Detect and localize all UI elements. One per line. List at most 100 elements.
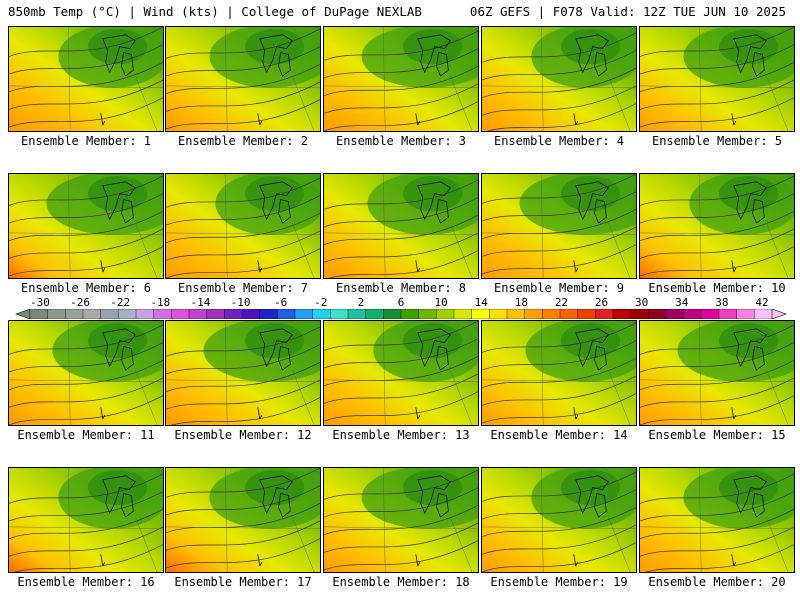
color-scale-tick-label: 34 [675, 296, 689, 309]
color-scale-swatch [224, 309, 243, 319]
color-scale-right-arrow [771, 309, 787, 319]
color-scale-swatch [648, 309, 667, 319]
map-frame [8, 467, 164, 573]
ensemble-member-caption: Ensemble Member: 2 [177, 134, 309, 148]
color-scale-strip [15, 309, 787, 319]
color-scale-swatch [100, 309, 119, 319]
temperature-map [166, 174, 320, 278]
color-scale-swatch [683, 309, 702, 319]
color-scale-swatch [506, 309, 526, 319]
temperature-map [324, 468, 478, 572]
color-scale-swatch [400, 309, 420, 319]
color-scale-swatch [630, 309, 649, 319]
temperature-map [9, 174, 163, 278]
ensemble-member-caption: Ensemble Member: 20 [648, 575, 786, 589]
temperature-map [166, 468, 320, 572]
color-scale-tick-label: 42 [755, 296, 769, 309]
ensemble-member-caption: Ensemble Member: 12 [174, 428, 312, 442]
ensemble-member-caption: Ensemble Member: 1 [20, 134, 152, 148]
map-frame [639, 26, 795, 132]
color-scale-tick-label: 38 [715, 296, 729, 309]
color-scale-swatch [489, 309, 508, 319]
temperature-map [482, 468, 636, 572]
ensemble-member-caption: Ensemble Member: 14 [490, 428, 628, 442]
color-scale-tick-label: -6 [274, 296, 288, 309]
ensemble-member-caption: Ensemble Member: 9 [493, 281, 625, 295]
color-scale-swatch [188, 309, 208, 319]
map-frame [323, 173, 479, 279]
temperature-map [482, 174, 636, 278]
temperature-map [640, 468, 794, 572]
color-scale-swatch [135, 309, 155, 319]
color-scale-swatch [736, 309, 755, 319]
color-scale-swatch [29, 309, 49, 319]
color-scale-labels: -30 -26 -22 -18 -14 -10 -6 -2 2 6 10 14 18 22 26 30 34 38… [0, 296, 800, 309]
color-scale-swatch [65, 309, 84, 319]
map-frame [165, 26, 321, 132]
ensemble-member-caption: Ensemble Member: 8 [335, 281, 467, 295]
color-scale-tick-label: -18 [150, 296, 171, 309]
color-scale-swatch [330, 309, 349, 319]
temperature-map [640, 321, 794, 425]
color-scale-swatch [718, 309, 738, 319]
temperature-map [482, 27, 636, 131]
ensemble-member-caption: Ensemble Member: 15 [648, 428, 786, 442]
map-frame [639, 173, 795, 279]
color-scale-swatch [365, 309, 384, 319]
map-frame [165, 467, 321, 573]
ensemble-member-caption: Ensemble Member: 11 [17, 428, 155, 442]
map-frame [165, 173, 321, 279]
color-scale-tick-label: 6 [397, 296, 405, 309]
color-scale-swatch [665, 309, 685, 319]
map-frame [165, 320, 321, 426]
color-scale-tick-label: 22 [554, 296, 569, 309]
color-scale-swatch [206, 309, 225, 319]
header-title: 850mb Temp (°C) | Wind (kts) | College o… [8, 4, 422, 19]
map-frame [481, 173, 637, 279]
map-frame [323, 467, 479, 573]
temperature-map [324, 174, 478, 278]
color-scale-swatch [294, 309, 314, 319]
map-frame [481, 26, 637, 132]
ensemble-member-caption: Ensemble Member: 17 [174, 575, 312, 589]
color-scale-tick-label: 2 [357, 296, 365, 309]
color-scale-swatch [347, 309, 367, 319]
map-frame [639, 320, 795, 426]
color-scale-tick-label: -30 [30, 296, 50, 309]
ensemble-member-caption: Ensemble Member: 13 [332, 428, 470, 442]
ensemble-member-caption: Ensemble Member: 10 [648, 281, 786, 295]
color-scale-swatch [312, 309, 331, 319]
color-scale-tick-label: -14 [190, 296, 211, 309]
color-scale-swatch [241, 309, 261, 319]
ensemble-member-caption: Ensemble Member: 4 [493, 134, 625, 148]
header: 850mb Temp (°C) | Wind (kts) | College o… [0, 0, 800, 24]
color-scale-swatch [453, 309, 473, 319]
temperature-map [9, 27, 163, 131]
color-scale-bar: -30 -26 -22 -18 -14 -10 -6 -2 2 6 10 14 18 22 26 30 34 38… [0, 296, 800, 320]
color-scale-swatch [542, 309, 561, 319]
color-scale-tick-label: 18 [514, 296, 528, 309]
color-scale-swatch [577, 309, 596, 319]
color-scale-swatch [595, 309, 614, 319]
map-frame [323, 26, 479, 132]
color-scale-swatch [171, 309, 190, 319]
color-scale-swatch [82, 309, 102, 319]
color-scale-tick-label: -10 [230, 296, 251, 309]
color-scale-swatch [153, 309, 172, 319]
color-scale-swatch [559, 309, 579, 319]
ensemble-member-caption: Ensemble Member: 3 [335, 134, 467, 148]
color-scale-left-arrow [15, 309, 31, 319]
ensemble-member-caption: Ensemble Member: 16 [17, 575, 155, 589]
temperature-map [9, 468, 163, 572]
temperature-map [324, 27, 478, 131]
map-frame [323, 320, 479, 426]
ensemble-member-caption: Ensemble Member: 19 [490, 575, 628, 589]
color-scale-swatch [118, 309, 137, 319]
color-scale-tick-label: -2 [314, 296, 328, 309]
color-scale-swatch [754, 309, 773, 319]
color-scale-tick-label: -22 [110, 296, 131, 309]
color-scale-swatch [418, 309, 437, 319]
temperature-map [482, 321, 636, 425]
ensemble-member-caption: Ensemble Member: 6 [20, 281, 152, 295]
map-frame [639, 467, 795, 573]
